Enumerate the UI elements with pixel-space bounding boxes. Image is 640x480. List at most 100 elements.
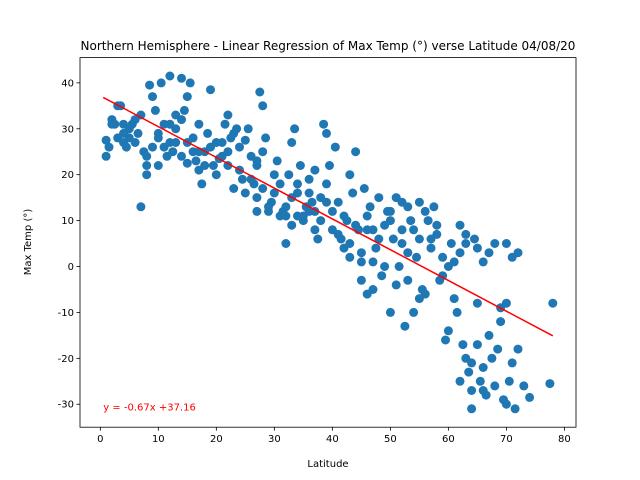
data-point [345, 239, 355, 248]
data-point [507, 252, 517, 262]
data-point [403, 248, 413, 258]
data-point [333, 229, 343, 239]
data-point [284, 170, 294, 180]
x-tick-label: 70 [500, 434, 513, 445]
data-point [206, 142, 215, 152]
data-point [426, 243, 436, 253]
data-point [403, 202, 413, 212]
chart-title: Northern Hemisphere - Linear Regression … [81, 39, 576, 53]
data-point [420, 289, 430, 299]
data-point [310, 165, 320, 175]
data-point [446, 239, 456, 248]
data-point [501, 399, 511, 409]
data-point [269, 170, 279, 180]
data-point [220, 119, 230, 129]
data-point [449, 294, 459, 304]
data-point [188, 133, 198, 143]
data-point [287, 138, 297, 147]
data-point [206, 85, 215, 95]
data-point [351, 220, 361, 230]
data-point [478, 363, 488, 372]
data-point [458, 340, 468, 350]
data-point [325, 161, 334, 170]
data-point [310, 225, 320, 235]
data-point [449, 257, 459, 267]
data-point [394, 262, 404, 271]
data-point [142, 161, 152, 170]
data-point [472, 243, 482, 253]
data-point [472, 298, 482, 308]
data-point [362, 289, 372, 299]
data-point [252, 193, 262, 203]
data-point [264, 202, 273, 212]
points-layer [101, 71, 558, 414]
data-point [133, 128, 143, 138]
x-axis-ticks: 0 10 20 30 40 50 60 70 80 [97, 427, 571, 445]
data-point [478, 386, 488, 395]
data-point [501, 239, 511, 248]
data-point [333, 197, 343, 207]
data-point [414, 234, 424, 244]
data-point [223, 161, 233, 170]
data-point [490, 381, 500, 391]
x-tick-label: 30 [268, 434, 281, 445]
data-point [223, 110, 233, 120]
data-point [478, 257, 488, 267]
data-point [464, 367, 474, 377]
data-point [365, 202, 375, 212]
data-point [156, 78, 166, 88]
data-point [101, 135, 111, 145]
data-point [322, 128, 331, 138]
y-tick-label: 0 [68, 262, 74, 273]
data-point [409, 307, 419, 317]
data-point [153, 128, 163, 138]
data-point [545, 379, 555, 389]
data-point [290, 124, 300, 134]
data-point [153, 161, 163, 170]
data-point [443, 326, 453, 336]
data-point [304, 188, 314, 198]
data-point [351, 147, 361, 157]
data-point [203, 128, 213, 138]
data-point [429, 202, 439, 212]
data-point [513, 344, 523, 354]
data-point [327, 206, 337, 216]
data-point [461, 229, 471, 239]
data-point [298, 211, 308, 221]
data-point [177, 73, 186, 83]
x-tick-label: 0 [97, 434, 103, 445]
y-tick-label: 30 [61, 124, 74, 135]
data-point [197, 179, 207, 189]
y-tick-label: 10 [61, 216, 74, 227]
x-tick-label: 50 [384, 434, 397, 445]
data-point [319, 119, 329, 129]
data-point [171, 138, 181, 147]
data-point [455, 220, 465, 230]
data-point [258, 184, 268, 193]
data-point [235, 142, 244, 152]
data-point [510, 404, 520, 414]
x-axis-label: Latitude [307, 459, 348, 470]
data-point [380, 262, 390, 271]
data-point [130, 138, 140, 147]
data-point [371, 243, 381, 253]
data-point [397, 225, 407, 235]
data-point [484, 248, 494, 258]
data-point [258, 147, 268, 157]
data-point [461, 239, 471, 248]
y-tick-label: 40 [61, 78, 74, 89]
data-point [525, 392, 535, 402]
data-point [475, 376, 485, 386]
data-point [316, 216, 326, 226]
data-point [313, 234, 323, 244]
data-point [322, 179, 331, 189]
data-point [322, 197, 331, 207]
data-point [504, 376, 514, 386]
data-point [455, 248, 465, 258]
data-point [252, 206, 262, 216]
data-point [374, 234, 384, 244]
data-point [359, 184, 369, 193]
data-point [258, 101, 268, 111]
data-point [362, 225, 372, 235]
data-point [519, 381, 529, 391]
